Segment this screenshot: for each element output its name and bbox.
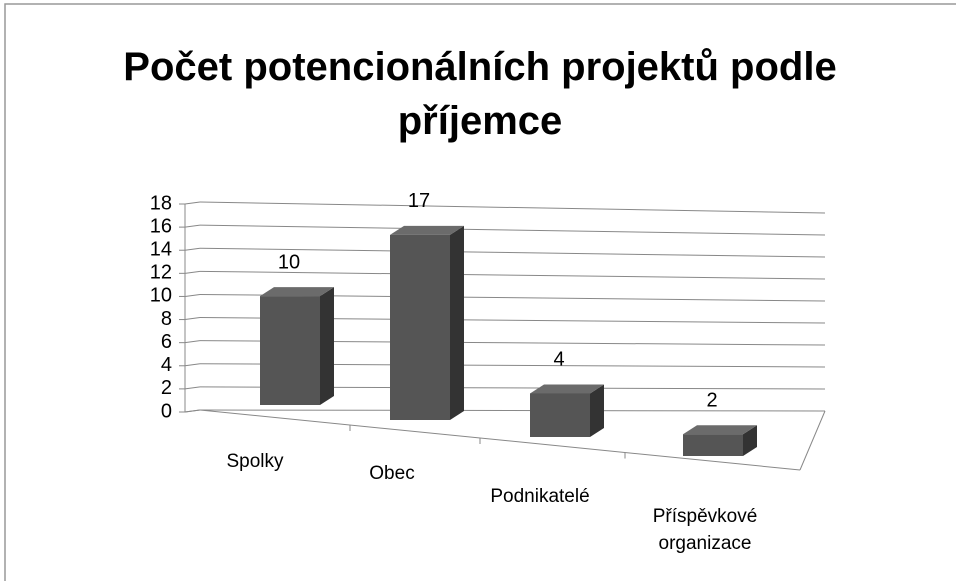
x-tick-label: Příspěvkové organizace (652, 506, 758, 554)
y-tick-label: 0 (161, 400, 172, 422)
grid-line-side (184, 201, 201, 205)
value-label: 17 (408, 190, 430, 212)
grid-line (199, 201, 826, 214)
y-tick-label: 4 (161, 354, 172, 376)
grid-line-side (184, 363, 201, 367)
grid-line-side (184, 386, 201, 390)
chart-title: Počet potencionálních projektů podle pří… (123, 45, 837, 143)
y-tick-label: 14 (150, 239, 172, 261)
grid-line-side (184, 224, 201, 228)
floor-right-edge (799, 410, 826, 471)
bar-side (450, 225, 464, 420)
x-tick-label: Podnikatelé (490, 486, 590, 507)
value-label: 2 (706, 390, 717, 412)
x-tick-label: Obec (369, 463, 415, 484)
y-tick-label: 18 (150, 192, 172, 214)
bar (260, 296, 320, 405)
y-tick-label: 10 (150, 285, 172, 307)
grid-line (199, 224, 826, 236)
bar-top (530, 384, 604, 394)
bar-top (260, 287, 334, 297)
y-tick-label: 12 (150, 262, 172, 284)
grid-line (199, 247, 826, 258)
bar (683, 434, 743, 456)
grid-line-side (184, 409, 201, 413)
bar-top (683, 425, 757, 435)
grid-line (199, 270, 826, 280)
bar-side (320, 287, 334, 405)
bar-side (590, 384, 604, 437)
grid-line-side (184, 247, 201, 251)
grid-line (199, 409, 826, 412)
bar-top (390, 225, 464, 235)
y-tick-label: 16 (150, 215, 172, 237)
y-tick-label: 2 (161, 377, 172, 399)
grid-line-side (184, 340, 201, 344)
bar (390, 234, 450, 420)
y-tick-label: 6 (161, 331, 172, 353)
bar (530, 393, 590, 437)
bar-side (743, 425, 757, 456)
frame (4, 3, 956, 581)
x-tick-label: Spolky (226, 451, 284, 472)
value-label: 4 (553, 349, 564, 371)
floor-front-edge (199, 409, 801, 471)
y-tick-label: 8 (161, 308, 172, 330)
grid-line-side (184, 270, 201, 274)
value-label: 10 (278, 251, 300, 273)
grid-line-side (184, 317, 201, 321)
grid-line-side (184, 293, 201, 297)
